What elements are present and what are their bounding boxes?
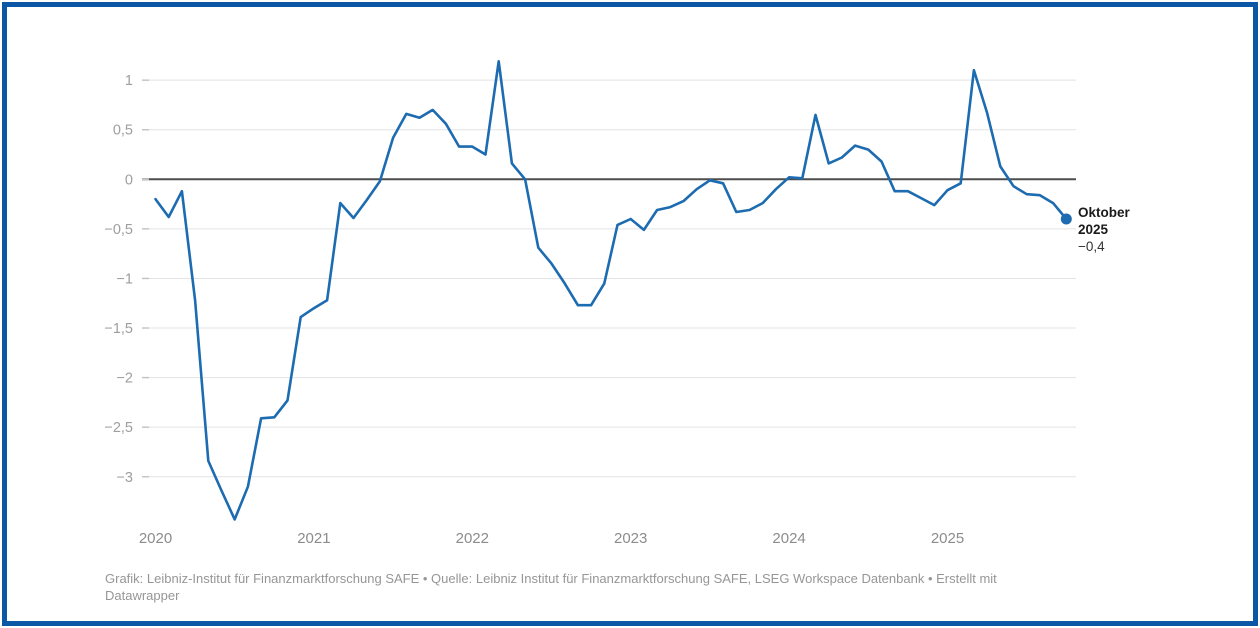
y-tick-label: 0 bbox=[125, 172, 133, 188]
end-point-dot bbox=[1060, 213, 1072, 225]
end-label-value: −0,4 bbox=[1078, 239, 1105, 254]
y-tick-label: −1,5 bbox=[104, 321, 133, 337]
y-tick-label: −2,5 bbox=[104, 420, 133, 436]
data-line bbox=[154, 59, 1068, 521]
x-tick-label: 2025 bbox=[931, 530, 964, 547]
y-tick-label: 0,5 bbox=[113, 123, 133, 139]
y-tick-label: −2 bbox=[116, 371, 133, 387]
y-tick-label: −3 bbox=[116, 470, 133, 486]
x-tick-label: 2021 bbox=[297, 530, 330, 547]
x-tick-label: 2022 bbox=[456, 530, 489, 547]
y-tick-label: −0,5 bbox=[104, 222, 133, 238]
x-tick-label: 2020 bbox=[139, 530, 172, 547]
x-tick-label: 2024 bbox=[772, 530, 805, 547]
y-tick-label: −1 bbox=[116, 271, 133, 287]
chart-footer-attribution: Grafik: Leibniz-Institut für Finanzmarkt… bbox=[105, 571, 997, 603]
x-tick-label: 2023 bbox=[614, 530, 647, 547]
y-tick-label: 1 bbox=[125, 73, 133, 89]
end-label-year: 2025 bbox=[1078, 222, 1109, 237]
end-label-month: Oktober bbox=[1078, 205, 1130, 220]
end-point-label: Oktober 2025 −0,4 bbox=[1078, 204, 1130, 255]
